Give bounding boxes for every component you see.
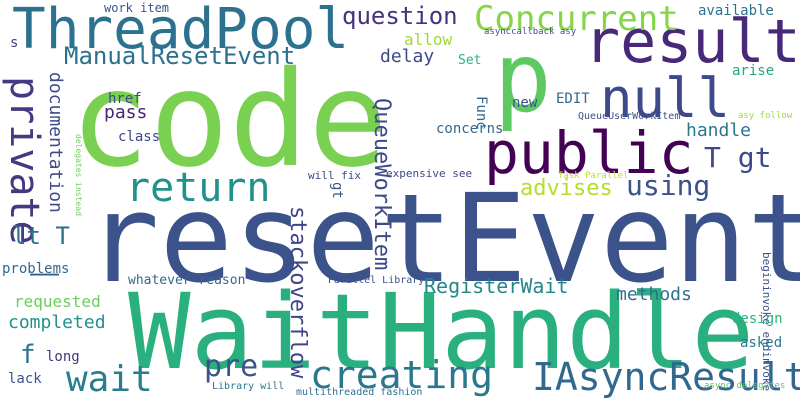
- word-return: return: [126, 165, 271, 211]
- word-class: class: [118, 129, 161, 145]
- word-wait: wait: [66, 359, 153, 400]
- word-pass: pass: [104, 102, 148, 123]
- word-asked: asked: [740, 335, 783, 351]
- word-underscore: _: [30, 220, 59, 276]
- word-parallel-library: Parallel Library: [328, 275, 425, 286]
- word-available: available: [698, 3, 774, 19]
- word-result: result: [584, 7, 800, 77]
- word-using: using: [626, 169, 711, 202]
- word-public: public: [484, 119, 694, 187]
- word-queue-work-item: QueueWorkItem: [369, 98, 394, 271]
- word-s: s: [10, 35, 19, 51]
- word-documentation: documentation: [45, 72, 66, 213]
- word-library-will: Library will: [212, 381, 285, 392]
- word-task-parallel: Task Parallel: [558, 171, 629, 181]
- word-set: Set: [458, 53, 482, 68]
- word-href: href: [108, 91, 142, 107]
- word-edit: EDIT: [556, 91, 590, 107]
- word-question: question: [342, 2, 458, 30]
- word-completed: completed: [8, 312, 106, 333]
- word-lack: lack: [8, 371, 42, 387]
- word-code: code: [70, 43, 388, 197]
- word-lt-t: lt T: [12, 222, 70, 250]
- word-register-wait: RegisterWait: [424, 274, 569, 298]
- word-long: long: [46, 349, 80, 365]
- word-delegates-instead: delegates instead: [74, 134, 83, 216]
- word-manual-reset-event: ManualResetEvent: [64, 42, 296, 70]
- word-pre: pre: [204, 349, 259, 384]
- word-allow: allow: [404, 30, 453, 49]
- word-problems: problems: [2, 261, 70, 277]
- word-null: null: [600, 67, 731, 130]
- word-stackoverflow: stackoverflow: [285, 206, 310, 379]
- word-async-delegates: async delegates: [704, 381, 786, 391]
- word-work-item: work item: [104, 1, 170, 15]
- word-multithreaded-fashion: multithreaded fashion: [296, 387, 423, 398]
- word-concerns: concerns: [436, 121, 504, 137]
- word-arise: arise: [732, 63, 775, 79]
- word-handle: handle: [686, 120, 752, 141]
- word-p: p: [494, 22, 552, 134]
- word-wait-handle: WaitHandle: [128, 271, 755, 393]
- word-f: f: [20, 340, 36, 370]
- word-thread-pool: ThreadPool: [12, 0, 350, 62]
- word-reset-event: resetEvent: [86, 168, 800, 310]
- word-gt: gt: [329, 182, 345, 199]
- word-delay: delay: [380, 46, 435, 67]
- word-iasyncresult: IAsyncResult: [532, 355, 800, 399]
- word-concurrent: Concurrent: [474, 0, 679, 39]
- word-will-fix: will fix: [308, 169, 361, 182]
- word-queue-user-work-item: QueueUserWorkItem: [578, 111, 681, 122]
- word-design: design: [732, 311, 783, 327]
- word-methods: methods: [616, 284, 692, 305]
- word-whatever-reason: whatever reason: [128, 273, 246, 288]
- word-creating: creating: [310, 353, 494, 397]
- word-expensive-see: expensive see: [386, 167, 473, 180]
- word-t-gt: T gt: [704, 141, 772, 174]
- word-new: new: [512, 95, 538, 111]
- word-asynccallback-asy: asynccallback asy: [484, 27, 577, 37]
- word-requested: requested: [14, 292, 101, 311]
- word-func: Func: [473, 96, 489, 130]
- word-asy-follow: asy follow: [738, 111, 793, 121]
- word-advises: advises: [520, 176, 613, 201]
